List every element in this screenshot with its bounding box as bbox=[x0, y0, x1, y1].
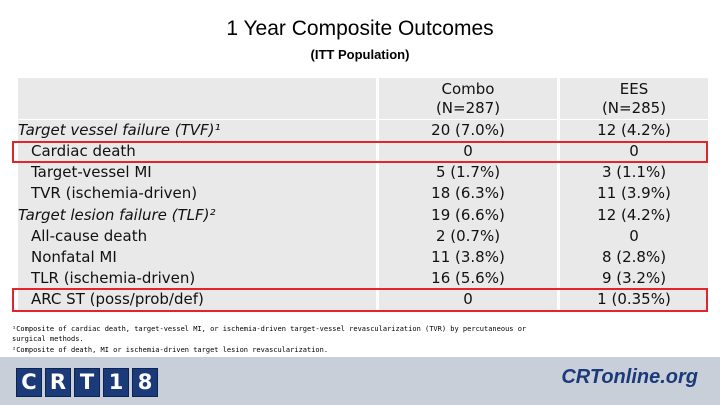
ees-cell: 12 (4.2%) bbox=[597, 121, 671, 139]
combo-cell: 16 (5.6%) bbox=[431, 269, 505, 287]
combo-cell: 2 (0.7%) bbox=[435, 227, 501, 245]
footnote-1-cont: surgical methods. bbox=[12, 335, 84, 343]
combo-column: Combo (N=287) 20 (7.0%) 0 5 (1.7%) 18 (6… bbox=[379, 78, 557, 312]
slide-title: 1 Year Composite Outcomes bbox=[226, 17, 494, 40]
highlight-cardiac-death-row bbox=[12, 141, 708, 163]
logo-letter: C bbox=[16, 368, 42, 397]
combo-cell: 11 (3.8%) bbox=[431, 248, 505, 266]
ees-header-name: EES bbox=[619, 80, 649, 98]
combo-header-n: (N=287) bbox=[435, 99, 501, 117]
logo-letter: R bbox=[45, 368, 71, 397]
combo-cell: 0 bbox=[463, 290, 473, 308]
row-label-tlf: Target lesion failure (TLF)² bbox=[18, 206, 216, 224]
ees-cell: 0 bbox=[629, 227, 639, 245]
ees-cell: 9 (3.2%) bbox=[601, 269, 667, 287]
ees-header: EES (N=285) bbox=[560, 80, 708, 118]
outcomes-table: Target vessel failure (TVF)¹ Cardiac dea… bbox=[18, 78, 708, 312]
ees-header-n: (N=285) bbox=[601, 99, 667, 117]
logo-letter: 1 bbox=[103, 368, 129, 397]
crt18-logo: C R T 1 8 bbox=[16, 368, 158, 397]
ees-cell: 12 (4.2%) bbox=[597, 206, 671, 224]
ees-cell: 11 (3.9%) bbox=[597, 184, 671, 202]
ees-cell: 1 (0.35%) bbox=[597, 290, 671, 308]
row-label-arc-st: ARC ST (poss/prob/def) bbox=[31, 290, 204, 308]
label-header-band bbox=[18, 78, 376, 119]
label-column: Target vessel failure (TVF)¹ Cardiac dea… bbox=[18, 78, 376, 312]
slide-subtitle: (ITT Population) bbox=[310, 47, 410, 62]
combo-cell: 5 (1.7%) bbox=[435, 163, 501, 181]
combo-cell: 18 (6.3%) bbox=[431, 184, 505, 202]
crtonline-logo[interactable]: CRTonline.org bbox=[561, 366, 698, 388]
logo-letter: 8 bbox=[132, 368, 158, 397]
combo-cell: 20 (7.0%) bbox=[431, 121, 505, 139]
row-label-tlr: TLR (ischemia-driven) bbox=[31, 269, 196, 287]
row-label-tvf: Target vessel failure (TVF)¹ bbox=[18, 121, 221, 139]
combo-cell: 0 bbox=[463, 142, 473, 160]
row-label-cardiac-death: Cardiac death bbox=[31, 142, 136, 160]
ees-body-band bbox=[560, 120, 708, 312]
footnote-1: ¹Composite of cardiac death, target-vess… bbox=[12, 325, 527, 333]
row-label-tvr: TVR (ischemia-driven) bbox=[31, 184, 198, 202]
footnote-2: ²Composite of death, MI or ischemia-driv… bbox=[12, 346, 329, 354]
ees-header-band bbox=[560, 78, 708, 119]
combo-header-name: Combo bbox=[441, 80, 495, 98]
combo-header: Combo (N=287) bbox=[379, 80, 557, 118]
combo-header-band bbox=[379, 78, 557, 119]
logo-letter: T bbox=[74, 368, 100, 397]
ees-cell: 0 bbox=[629, 142, 639, 160]
ees-cell: 3 (1.1%) bbox=[601, 163, 667, 181]
row-label-nonfatal-mi: Nonfatal MI bbox=[31, 248, 117, 266]
ees-column: EES (N=285) 12 (4.2%) 0 3 (1.1%) 11 (3.9… bbox=[560, 78, 708, 312]
combo-cell: 19 (6.6%) bbox=[431, 206, 505, 224]
row-label-target-vessel-mi: Target-vessel MI bbox=[31, 163, 152, 181]
label-body-band bbox=[18, 120, 376, 312]
combo-body-band bbox=[379, 120, 557, 312]
row-label-all-cause-death: All-cause death bbox=[31, 227, 148, 245]
highlight-arc-st-row bbox=[12, 288, 708, 312]
ees-cell: 8 (2.8%) bbox=[601, 248, 667, 266]
